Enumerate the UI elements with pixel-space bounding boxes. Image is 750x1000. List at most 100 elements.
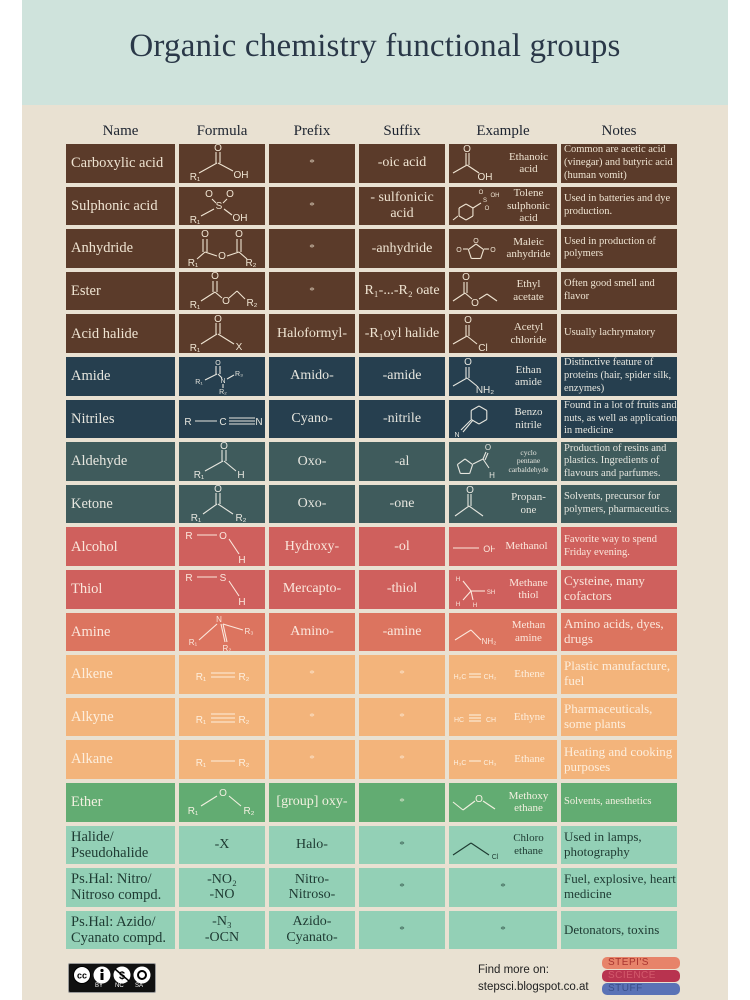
suffix-cell: -anhydride bbox=[359, 229, 445, 268]
atom-label: R₂ bbox=[245, 258, 256, 267]
bond-line bbox=[478, 293, 488, 300]
notes-cell: Found in a lot of fruits and nuts, as we… bbox=[561, 399, 677, 439]
example-structure: H₃C CH₃ bbox=[454, 760, 497, 767]
formula-cell: -N₃ -OCN bbox=[179, 910, 265, 950]
atom-label: O bbox=[205, 189, 213, 200]
example-cell: N Benzo nitrile bbox=[449, 399, 557, 439]
atom-label: O bbox=[215, 360, 221, 367]
atom-label: R₂ bbox=[246, 298, 257, 309]
bond-line bbox=[238, 252, 248, 260]
group-name: Halide/ Pseudohalide bbox=[71, 828, 149, 861]
atom-label: H bbox=[238, 555, 245, 566]
atom-label: N bbox=[454, 432, 459, 438]
atom-label: R₁ bbox=[195, 379, 203, 386]
name-cell: Ether bbox=[66, 782, 175, 822]
atom-label: R₁ bbox=[188, 258, 199, 267]
bond-line bbox=[478, 418, 488, 425]
logo-science: SCIENCE bbox=[602, 970, 680, 982]
atom-label: H₂C bbox=[454, 674, 467, 681]
example-text: * bbox=[500, 881, 506, 894]
notes-text: Heating and cooking purposes bbox=[564, 743, 673, 774]
column-header-example: Example bbox=[476, 123, 530, 139]
bond-line bbox=[470, 842, 490, 856]
atom-label: R₁ bbox=[190, 172, 201, 182]
example-cell: O NH₂ Ethan amide bbox=[449, 356, 557, 396]
atom-label: Cl bbox=[492, 854, 499, 861]
bond-line bbox=[464, 292, 473, 300]
prefix-cell: Haloformyl- bbox=[269, 314, 355, 353]
atom-label: S bbox=[483, 198, 487, 204]
example-cell: HC CH Ethyne bbox=[449, 697, 557, 737]
bond-line bbox=[454, 629, 472, 641]
bond-line bbox=[467, 249, 472, 260]
formula-cell: N R₁ R₃ R₂ bbox=[179, 612, 265, 652]
example-cell: H H H SH Methane thiol bbox=[449, 569, 557, 609]
group-name: Alkene bbox=[71, 666, 113, 683]
atom-label: O bbox=[235, 229, 243, 240]
blog-url[interactable]: stepsci.blogspot.co.at bbox=[478, 980, 589, 993]
atom-label: O bbox=[475, 794, 483, 805]
bond-line bbox=[484, 453, 489, 461]
bond-line bbox=[452, 292, 466, 302]
group-name: Anhydride bbox=[71, 240, 134, 257]
name-cell: Sulphonic acid bbox=[66, 186, 175, 226]
atom-label: R₂ bbox=[235, 513, 246, 523]
example-name: cyclo pentane carbaldehyde bbox=[508, 447, 549, 474]
atom-label: S bbox=[216, 201, 223, 212]
atom-label: R₁ bbox=[190, 343, 201, 353]
name-cell: Ps.Hal: Azido/ Cyanato compd. bbox=[66, 910, 175, 950]
example-cell: Cl Chloro ethane bbox=[449, 825, 557, 865]
atom-label: R bbox=[185, 531, 192, 542]
example-structure: O O O bbox=[456, 238, 496, 260]
notes-text: Usually lachrymatory bbox=[564, 327, 656, 339]
atom-label: CH₂ bbox=[484, 674, 497, 681]
atom-label: O bbox=[219, 788, 227, 799]
bond-line bbox=[200, 208, 215, 217]
bond-line bbox=[462, 419, 474, 433]
structural-formula: O R₁ R₂ bbox=[191, 485, 247, 524]
prefix-cell: * bbox=[269, 697, 355, 737]
example-cell: NH₂ Methan amine bbox=[449, 612, 557, 652]
prefix-text: Mercapto- bbox=[282, 581, 342, 597]
notes-cell: Often good smell and flavor bbox=[561, 271, 677, 311]
prefix-cell: * bbox=[269, 144, 355, 183]
suffix-cell: * bbox=[359, 655, 445, 694]
group-name: Ps.Hal: Nitro/ Nitroso compd. bbox=[71, 871, 162, 904]
prefix-text: Nitro- Nitroso- bbox=[288, 871, 336, 903]
group-name: Ester bbox=[71, 282, 101, 299]
suffix-cell: * bbox=[359, 697, 445, 737]
bond-line bbox=[452, 164, 468, 174]
suffix-cell: -oic acid bbox=[359, 144, 445, 183]
cc-license-badge[interactable]: cc $ BY NC SA bbox=[68, 963, 156, 993]
suffix-text: * bbox=[399, 668, 405, 681]
name-cell: Acid halide bbox=[66, 314, 175, 353]
atom-label: O bbox=[211, 272, 219, 282]
notes-cell: Distinctive feature of proteins (hair, s… bbox=[561, 356, 677, 396]
bond-line bbox=[482, 459, 490, 469]
example-structure: OS OH O bbox=[452, 190, 499, 221]
atom-label: H bbox=[456, 577, 460, 583]
example-name: Acetyl chloride bbox=[510, 321, 547, 346]
bond-line bbox=[204, 251, 218, 258]
svg-text:cc: cc bbox=[77, 971, 87, 981]
structural-formula: O R₁ H bbox=[194, 442, 245, 481]
atom-label: O bbox=[490, 247, 496, 254]
name-cell: Alcohol bbox=[66, 527, 175, 566]
group-name: Sulphonic acid bbox=[71, 197, 158, 214]
prefix-cell: * bbox=[269, 186, 355, 226]
column-header-notes: Notes bbox=[601, 123, 637, 139]
atom-label: N bbox=[216, 615, 222, 624]
notes-text: Production of resins and plastics. Ingre… bbox=[564, 442, 667, 479]
column-header-name: Name bbox=[102, 123, 139, 139]
example-cell: O O Ethyl acetate bbox=[449, 271, 557, 311]
name-cell: Nitriles bbox=[66, 399, 175, 439]
atom-label: O bbox=[201, 229, 209, 240]
atom-label: R₂ bbox=[223, 644, 232, 651]
formula-cell: O O O R₁ R₂ bbox=[179, 229, 265, 268]
atom-label: NH₂ bbox=[482, 637, 497, 646]
structural-formula: R O H bbox=[185, 531, 245, 566]
prefix-text: Oxo- bbox=[297, 496, 327, 512]
